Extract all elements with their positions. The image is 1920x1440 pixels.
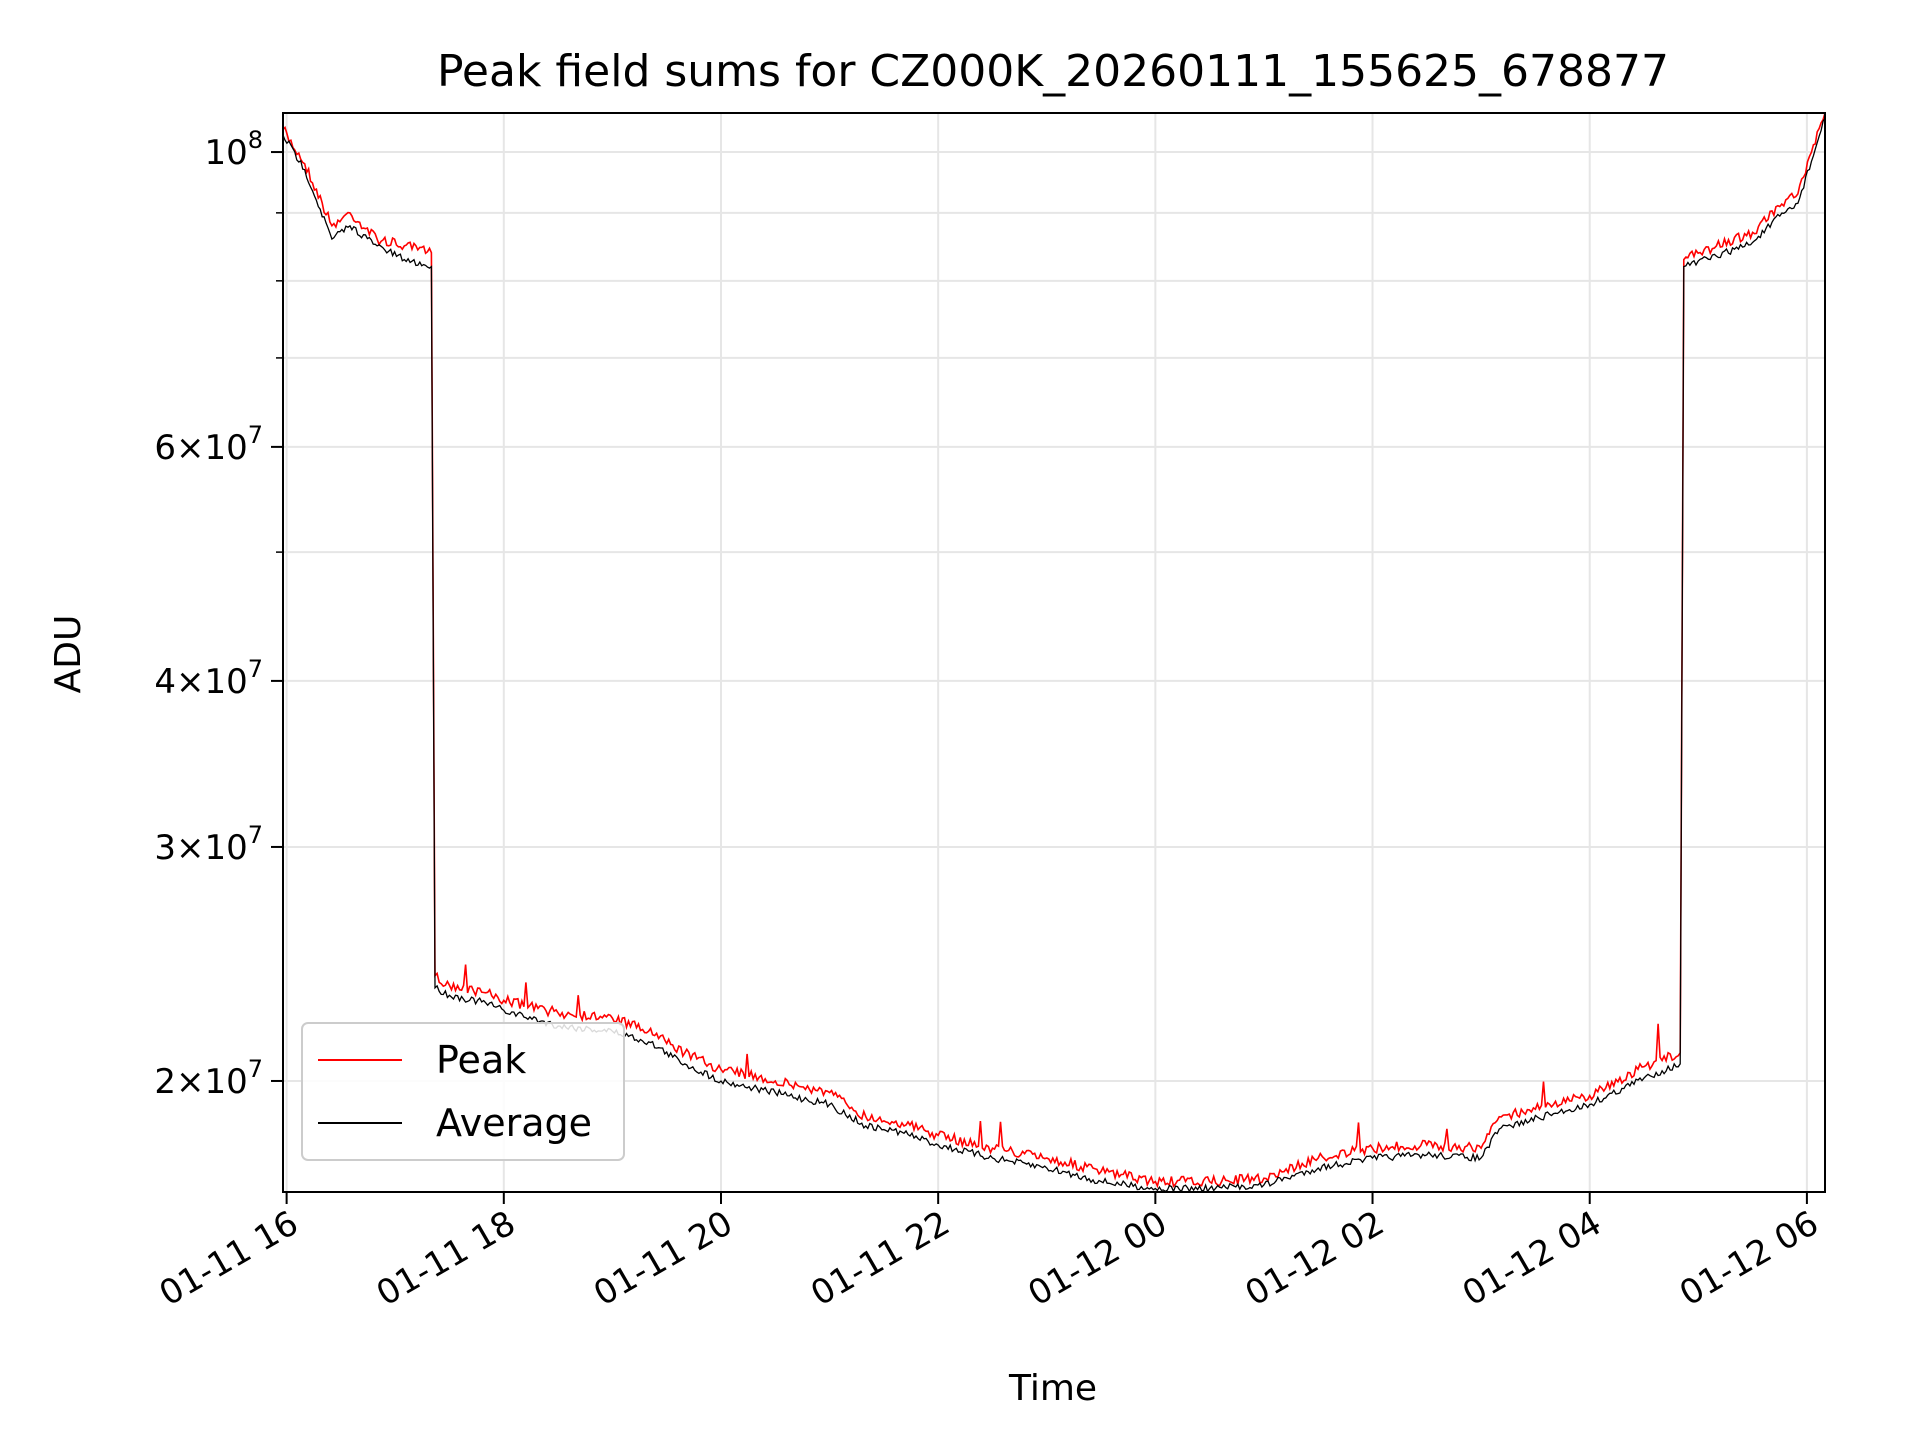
y-tick-base: 10 (204, 662, 247, 702)
y-tick-label: 4×107 (154, 655, 263, 702)
plot-frame (282, 112, 1826, 1193)
y-axis-label: ADU (48, 615, 89, 694)
x-axis-label: Time (1008, 1368, 1097, 1409)
y-tick-exponent: 7 (248, 421, 263, 449)
chart-title: Peak field sums for CZ000K_20260111_1556… (437, 46, 1669, 97)
legend-box (301, 1022, 625, 1161)
y-tick-exponent: 8 (248, 126, 263, 154)
y-tick-mantissa: 6 (154, 428, 176, 468)
y-tick-base: 10 (204, 828, 247, 868)
y-tick-exponent: 7 (248, 821, 263, 849)
series-line-peak (283, 113, 1825, 1189)
legend: Peak Average (301, 1022, 625, 1161)
y-tick-times: × (176, 428, 205, 468)
y-tick-times: × (176, 1062, 205, 1102)
y-tick-base: 10 (204, 428, 247, 468)
y-tick-label: 108 (204, 126, 263, 173)
legend-label-peak: Peak (436, 1038, 526, 1082)
y-tick-exponent: 7 (248, 1055, 263, 1083)
y-tick-label: 2×107 (154, 1055, 263, 1102)
y-tick-mantissa: 3 (154, 828, 176, 868)
y-tick-mantissa: 4 (154, 662, 176, 702)
y-tick-base: 10 (204, 1062, 247, 1102)
legend-label-average: Average (436, 1101, 592, 1145)
y-tick-label: 6×107 (154, 421, 263, 468)
y-tick-times: × (176, 662, 205, 702)
y-tick-label: 3×107 (154, 821, 263, 868)
y-tick-mantissa: 2 (154, 1062, 176, 1102)
y-tick-exponent: 7 (248, 655, 263, 683)
y-tick-times: × (176, 828, 205, 868)
y-tick-base: 10 (204, 133, 247, 173)
